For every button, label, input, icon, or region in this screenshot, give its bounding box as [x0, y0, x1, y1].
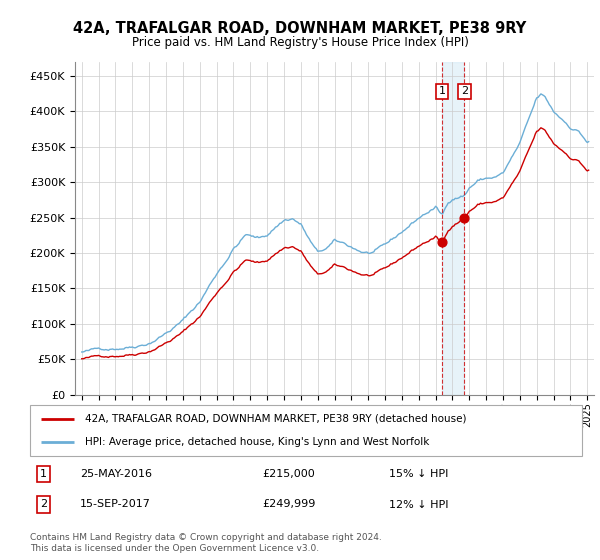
- Text: 2: 2: [461, 86, 468, 96]
- Text: 15% ↓ HPI: 15% ↓ HPI: [389, 469, 448, 479]
- Text: 42A, TRAFALGAR ROAD, DOWNHAM MARKET, PE38 9RY (detached house): 42A, TRAFALGAR ROAD, DOWNHAM MARKET, PE3…: [85, 414, 467, 424]
- Text: 42A, TRAFALGAR ROAD, DOWNHAM MARKET, PE38 9RY: 42A, TRAFALGAR ROAD, DOWNHAM MARKET, PE3…: [73, 21, 527, 36]
- Text: Contains HM Land Registry data © Crown copyright and database right 2024.
This d: Contains HM Land Registry data © Crown c…: [30, 533, 382, 553]
- Text: £215,000: £215,000: [262, 469, 314, 479]
- Text: Price paid vs. HM Land Registry's House Price Index (HPI): Price paid vs. HM Land Registry's House …: [131, 36, 469, 49]
- Text: 2: 2: [40, 500, 47, 510]
- Text: HPI: Average price, detached house, King's Lynn and West Norfolk: HPI: Average price, detached house, King…: [85, 437, 430, 447]
- Text: 1: 1: [439, 86, 446, 96]
- FancyBboxPatch shape: [30, 405, 582, 456]
- Text: 25-MAY-2016: 25-MAY-2016: [80, 469, 152, 479]
- Point: [437, 238, 447, 247]
- Point: [460, 213, 469, 222]
- Text: 1: 1: [40, 469, 47, 479]
- Text: 12% ↓ HPI: 12% ↓ HPI: [389, 500, 448, 510]
- Text: 15-SEP-2017: 15-SEP-2017: [80, 500, 151, 510]
- Text: £249,999: £249,999: [262, 500, 315, 510]
